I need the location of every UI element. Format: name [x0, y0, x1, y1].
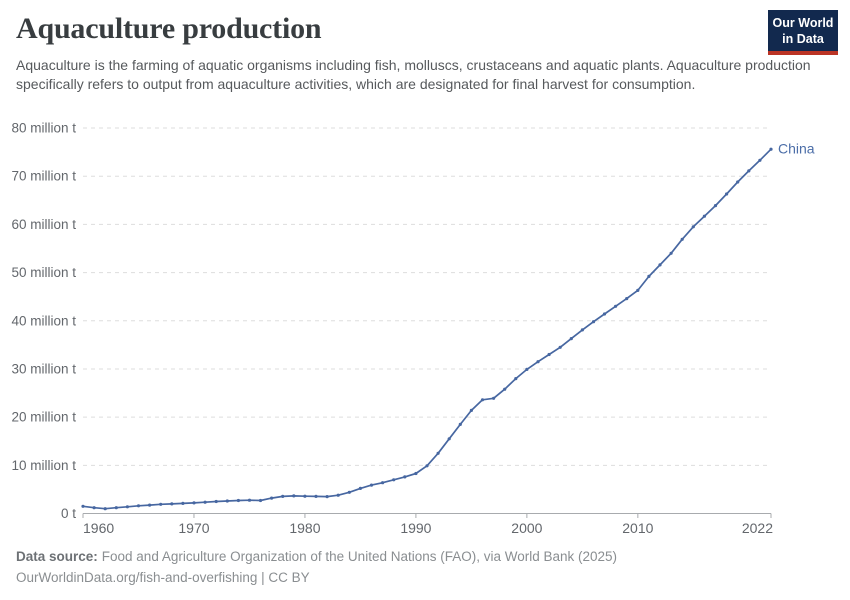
y-tick-label: 50 million t — [11, 265, 76, 280]
x-tick-label: 1970 — [178, 520, 209, 536]
data-point — [547, 352, 551, 357]
data-point — [270, 496, 274, 500]
data-point — [669, 251, 673, 255]
data-point — [103, 507, 107, 511]
data-point — [436, 451, 440, 455]
data-point — [225, 499, 229, 503]
data-point — [713, 204, 718, 208]
data-point — [92, 506, 96, 510]
x-tick-label: 1960 — [83, 520, 114, 536]
data-point — [647, 274, 651, 278]
data-point — [258, 498, 263, 503]
data-point — [614, 304, 618, 308]
y-tick-label: 20 million t — [11, 410, 76, 425]
data-point — [458, 422, 462, 426]
footer-note: OurWorldinData.org/fish-and-overfishing … — [16, 570, 310, 585]
data-point — [602, 312, 607, 316]
data-point — [336, 493, 340, 497]
data-point — [414, 471, 418, 476]
data-point — [236, 498, 240, 503]
data-point — [691, 225, 695, 229]
y-tick-label: 80 million t — [11, 121, 76, 136]
data-point — [114, 506, 118, 510]
data-point — [736, 180, 740, 184]
footer-source-line: Data source: Food and Agriculture Organiz… — [16, 546, 834, 567]
data-point — [747, 169, 751, 173]
data-point — [303, 494, 307, 498]
data-point — [159, 502, 163, 506]
data-point — [392, 478, 396, 482]
data-point — [292, 494, 296, 498]
series-line-china — [82, 148, 772, 510]
data-point — [447, 437, 451, 441]
x-tick-label: 2022 — [742, 520, 773, 536]
data-point — [203, 500, 207, 504]
data-point — [680, 237, 684, 241]
data-point — [192, 501, 196, 505]
footer-source-text: Food and Agriculture Organization of the… — [101, 549, 618, 564]
y-tick-label: 60 million t — [11, 217, 76, 232]
data-point — [247, 498, 252, 502]
data-point — [425, 464, 429, 468]
data-point — [136, 504, 141, 508]
owid-logo[interactable]: Our World in Data — [768, 10, 838, 55]
data-point — [281, 494, 285, 498]
x-tick-label: 2000 — [511, 520, 542, 536]
data-point — [580, 328, 585, 332]
page-title: Aquaculture production — [16, 12, 322, 45]
owid-logo-text-line1: Our World — [772, 16, 834, 30]
data-point — [536, 360, 540, 364]
y-tick-label: 70 million t — [11, 169, 76, 184]
data-point — [558, 345, 562, 349]
data-point — [369, 483, 374, 487]
data-point — [569, 337, 573, 341]
chart-subtitle: Aquaculture is the farming of aquatic or… — [16, 57, 811, 93]
data-point — [170, 502, 174, 506]
data-point — [347, 490, 351, 494]
data-point — [725, 192, 729, 196]
data-point — [325, 495, 329, 499]
data-point — [591, 320, 596, 324]
series-end-label: China — [778, 141, 815, 157]
y-tick-label: 40 million t — [11, 313, 76, 328]
footer-source-label: Data source: — [16, 549, 98, 564]
owid-logo-text-line2: in Data — [782, 32, 824, 46]
data-point — [636, 288, 640, 292]
data-point — [125, 505, 129, 509]
x-tick-label: 1980 — [289, 520, 320, 536]
data-point — [381, 481, 385, 485]
data-point — [769, 147, 773, 151]
y-tick-label: 10 million t — [11, 458, 76, 473]
data-point — [503, 387, 507, 391]
data-point — [469, 408, 473, 412]
y-tick-label: 30 million t — [11, 361, 76, 376]
data-point — [81, 504, 85, 508]
chart-footer: Data source: Food and Agriculture Organiz… — [16, 546, 834, 588]
data-point — [314, 494, 318, 498]
data-point — [525, 367, 529, 371]
data-point — [181, 501, 185, 505]
data-point — [658, 263, 662, 267]
data-point — [492, 396, 496, 400]
data-point — [758, 158, 762, 162]
data-point — [358, 486, 362, 490]
data-point — [625, 297, 629, 301]
x-tick-label: 1990 — [400, 520, 431, 536]
data-point — [480, 398, 485, 402]
data-point — [702, 214, 707, 218]
data-point — [148, 503, 152, 507]
data-point — [514, 377, 518, 381]
y-tick-label: 0 t — [61, 506, 76, 521]
data-point — [403, 475, 407, 479]
x-tick-label: 2010 — [622, 520, 653, 536]
data-point — [214, 499, 218, 504]
